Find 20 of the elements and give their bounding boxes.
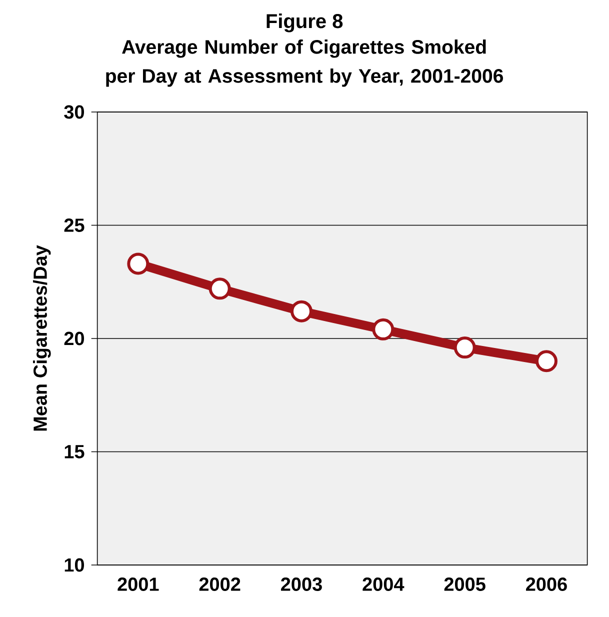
y-axis-title: Mean Cigarettes/Day — [33, 245, 51, 431]
point — [127, 252, 150, 275]
x-tick-label: 2001 — [118, 578, 159, 591]
x-tick-label: 2002 — [200, 578, 240, 591]
x-tick-label: 2006 — [526, 578, 568, 591]
point — [209, 278, 231, 300]
point — [372, 318, 394, 340]
chart-title: Figure 8 — [266, 14, 343, 32]
y-tick-label: 20 — [64, 332, 84, 346]
point — [454, 336, 476, 359]
x-tick-label: 2005 — [444, 578, 486, 591]
y-tick-label: 15 — [65, 445, 84, 458]
y-tick-label: 25 — [64, 218, 84, 232]
x-tick-label: 2003 — [281, 578, 322, 592]
y-tick-label: 10 — [65, 558, 84, 572]
chart-subtitle: Average Number of Cigarettes Smoked per Day at Assessment by Year, 2001-2006 — [106, 40, 504, 87]
point — [290, 300, 313, 322]
y-tick-label: 30 — [64, 105, 84, 119]
x-tick-label: 2004 — [362, 578, 404, 591]
point — [536, 350, 558, 372]
